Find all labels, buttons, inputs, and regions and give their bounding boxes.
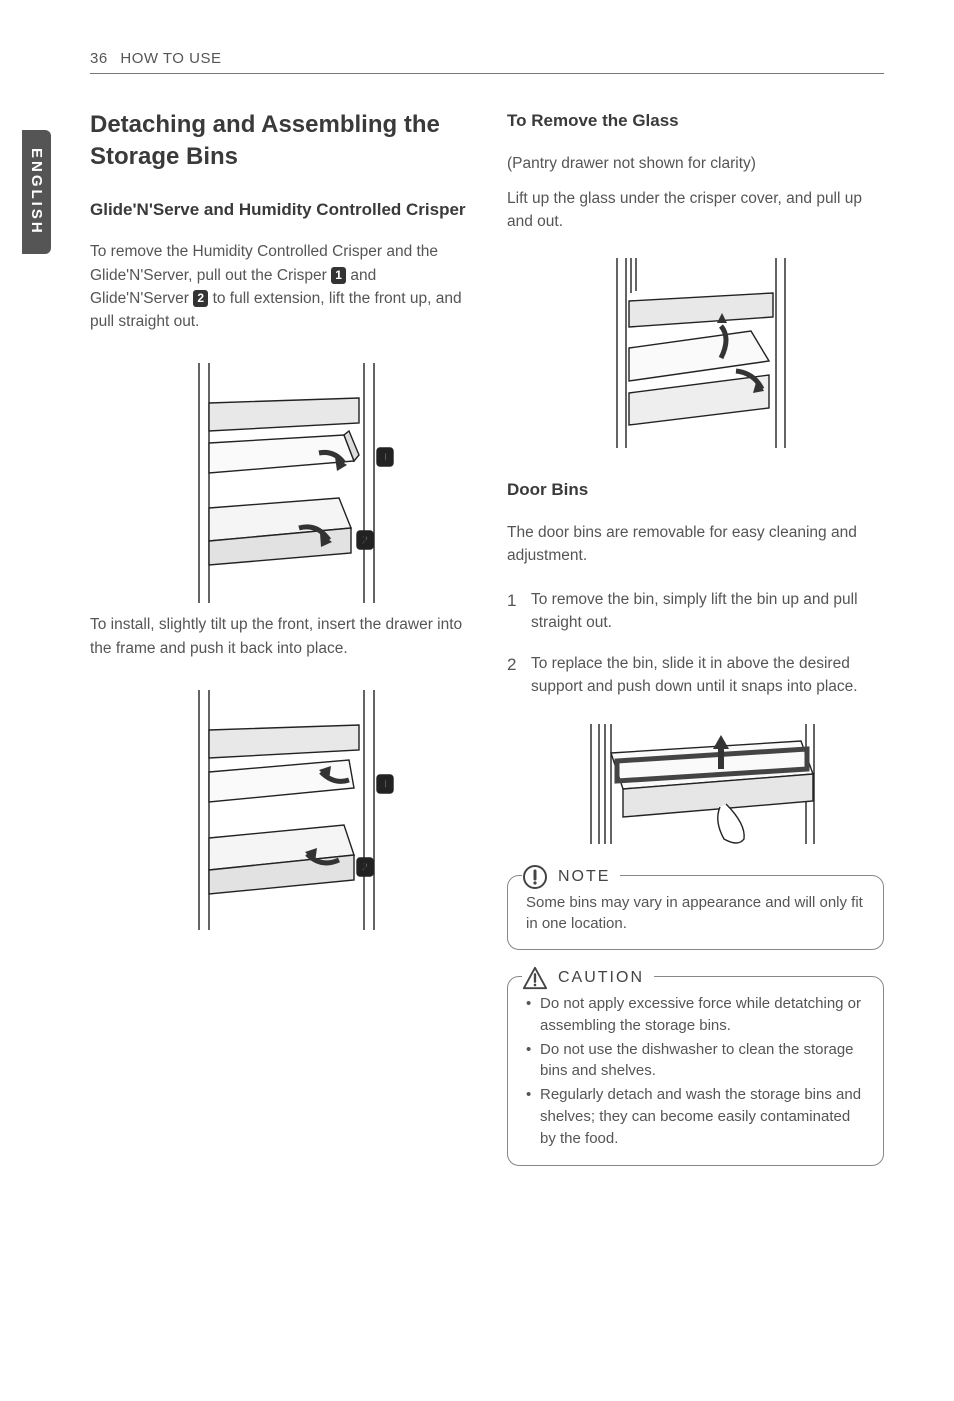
note-icon — [522, 864, 548, 890]
door-bins-steps: To remove the bin, simply lift the bin u… — [507, 588, 884, 699]
figure-remove-glass — [581, 253, 811, 453]
badge-1-icon: 1 — [331, 267, 346, 284]
figure-install-crisper: 1 2 — [149, 680, 409, 940]
note-text: Some bins may vary in appearance and wil… — [526, 892, 865, 936]
figure-remove-crisper: 1 2 — [149, 353, 409, 613]
note-label-text: NOTE — [558, 868, 610, 886]
svg-text:1: 1 — [381, 777, 388, 791]
caution-label: CAUTION — [522, 965, 654, 991]
glass-instruction: Lift up the glass under the crisper cove… — [507, 187, 884, 234]
caution-callout: CAUTION Do not apply excessive force whi… — [507, 976, 884, 1166]
note-label: NOTE — [522, 864, 620, 890]
main-heading: Detaching and Assembling the Storage Bin… — [90, 109, 467, 174]
subheading-crisper: Glide'N'Serve and Humidity Controlled Cr… — [90, 198, 467, 223]
caution-item: Do not use the dishwasher to clean the s… — [526, 1039, 865, 1083]
section-title: HOW TO USE — [120, 50, 221, 67]
language-tab: ENGLISH — [22, 130, 51, 254]
badge-2-icon: 2 — [193, 290, 208, 307]
remove-crisper-text: To remove the Humidity Controlled Crispe… — [90, 240, 467, 333]
svg-text:2: 2 — [361, 533, 368, 547]
content-columns: Detaching and Assembling the Storage Bin… — [90, 109, 884, 1176]
step-1: To remove the bin, simply lift the bin u… — [507, 588, 884, 635]
page-header: 36 HOW TO USE — [90, 50, 884, 74]
caution-item: Regularly detach and wash the storage bi… — [526, 1084, 865, 1149]
step-2: To replace the bin, slide it in above th… — [507, 652, 884, 699]
svg-text:1: 1 — [381, 450, 388, 464]
door-bins-intro: The door bins are removable for easy cle… — [507, 521, 884, 568]
subheading-door-bins: Door Bins — [507, 478, 884, 503]
subheading-remove-glass: To Remove the Glass — [507, 109, 884, 134]
caution-label-text: CAUTION — [558, 969, 644, 987]
right-column: To Remove the Glass (Pantry drawer not s… — [507, 109, 884, 1176]
page-number: 36 — [90, 50, 108, 67]
figure-door-bin — [551, 719, 841, 849]
caution-list: Do not apply excessive force while detat… — [526, 993, 865, 1149]
caution-icon — [522, 965, 548, 991]
glass-note: (Pantry drawer not shown for clarity) — [507, 152, 884, 175]
svg-text:2: 2 — [361, 860, 368, 874]
note-callout: NOTE Some bins may vary in appearance an… — [507, 875, 884, 951]
caution-item: Do not apply excessive force while detat… — [526, 993, 865, 1037]
install-crisper-text: To install, slightly tilt up the front, … — [90, 613, 467, 660]
left-column: Detaching and Assembling the Storage Bin… — [90, 109, 467, 1176]
